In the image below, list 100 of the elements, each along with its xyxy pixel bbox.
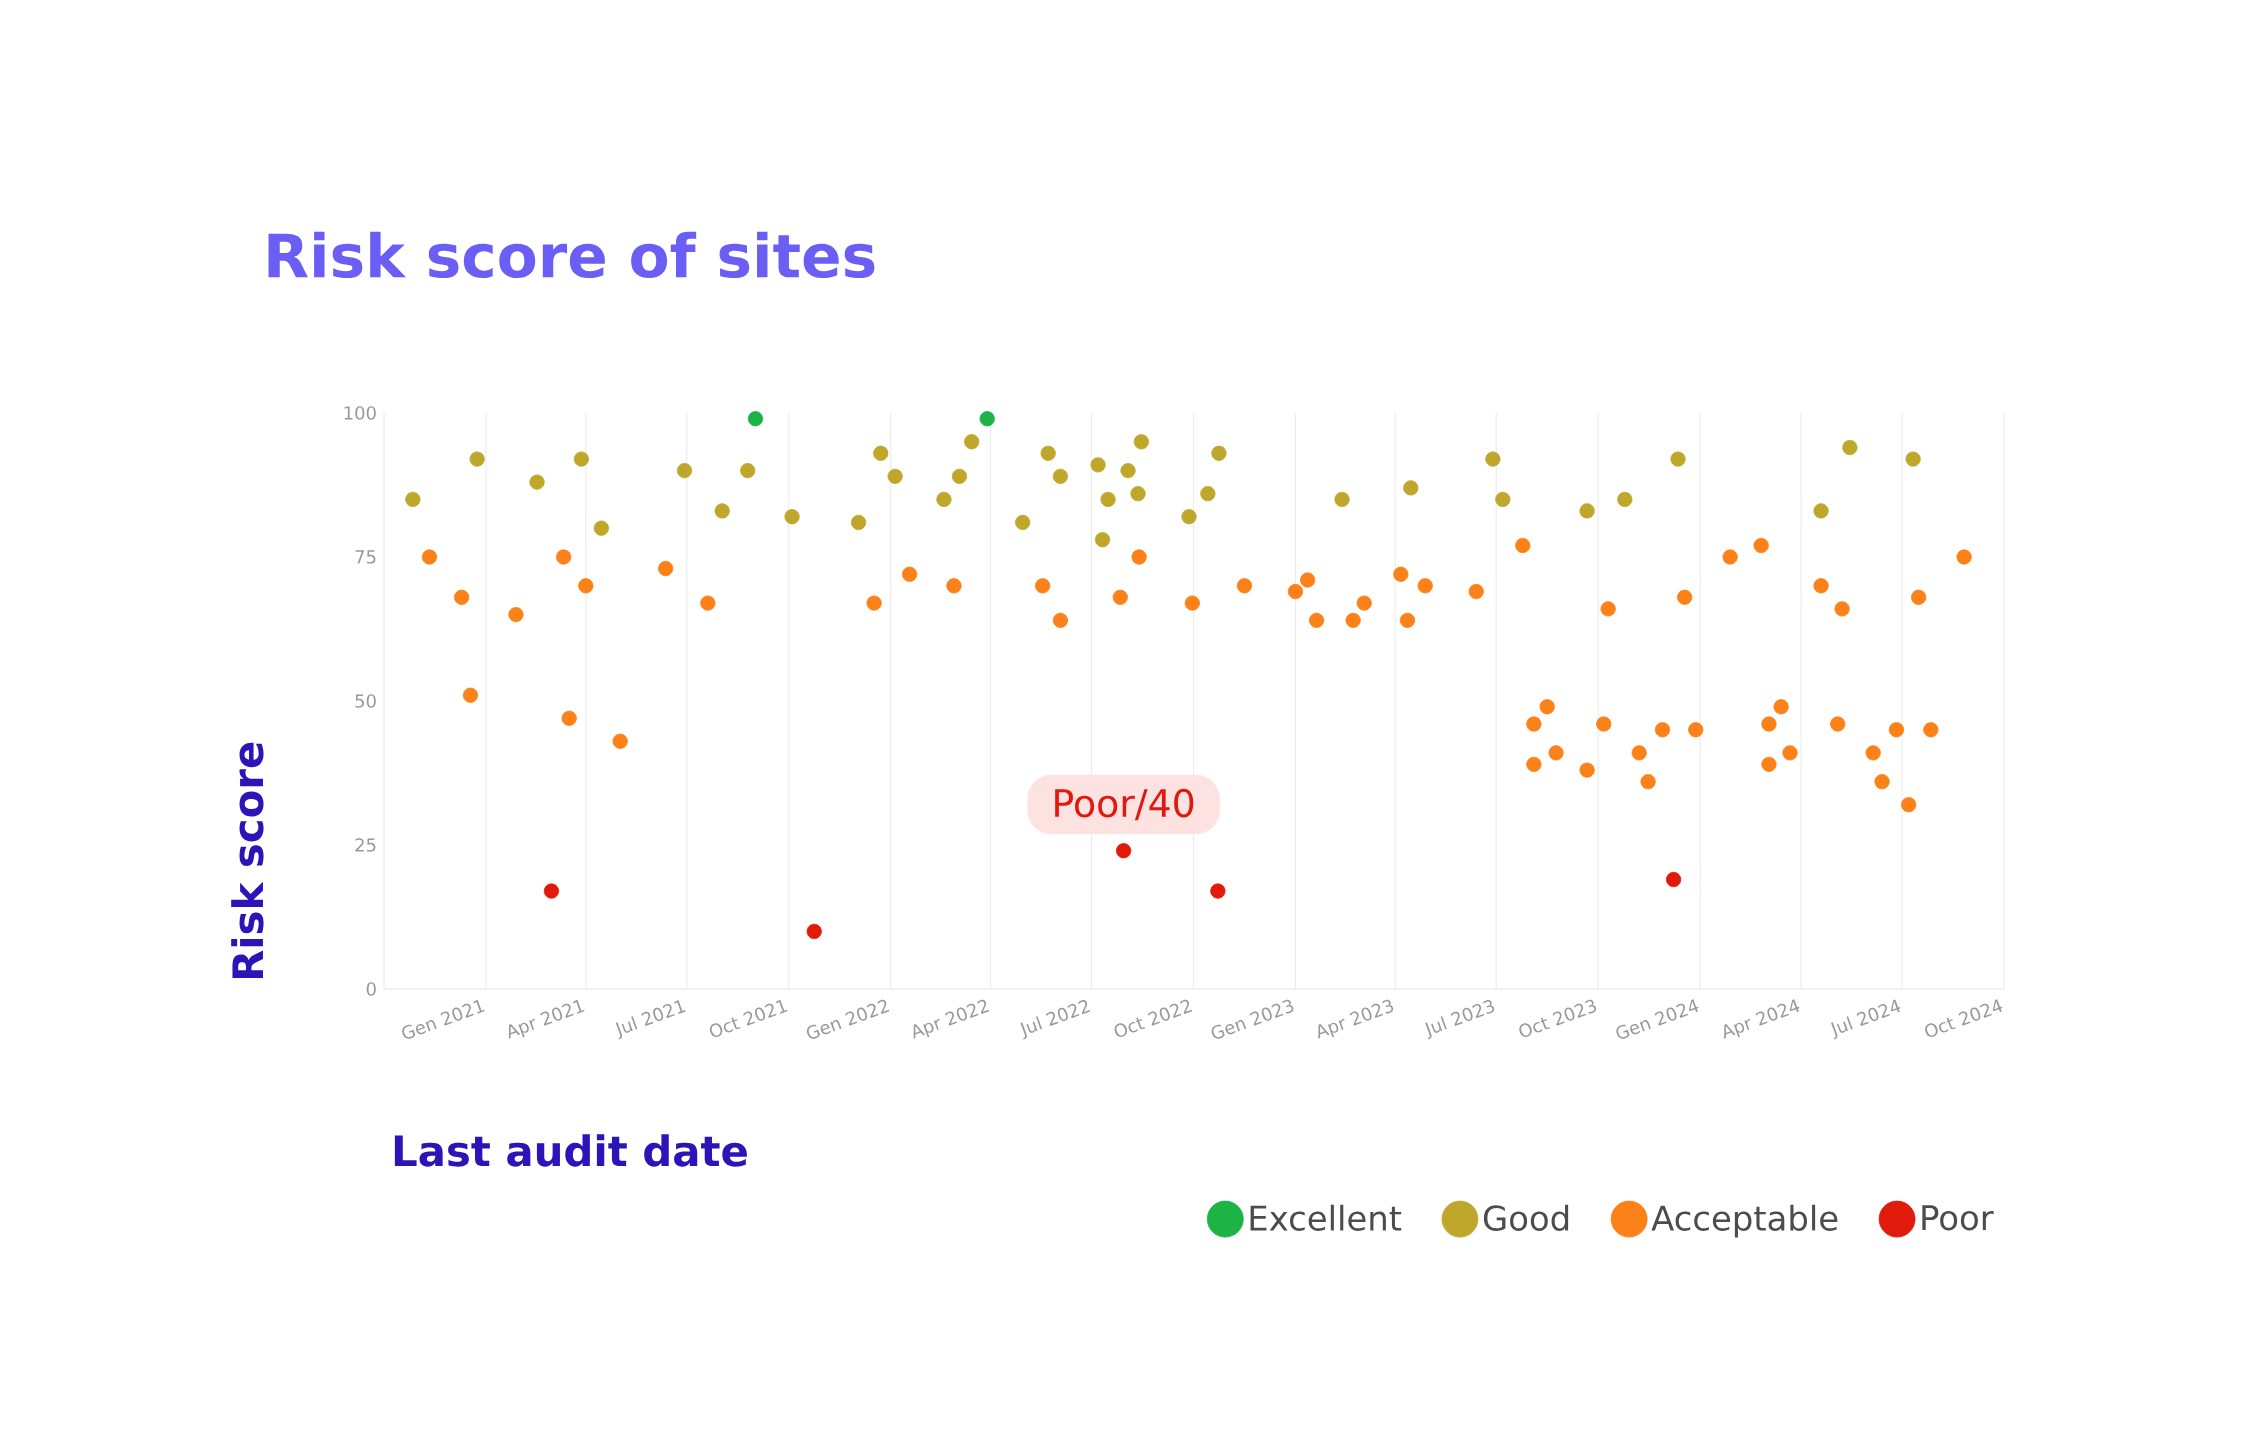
point (1600, 601, 1616, 617)
point (1526, 716, 1542, 732)
point (1116, 843, 1132, 859)
point (1300, 572, 1316, 588)
point (784, 509, 800, 525)
point (1236, 578, 1253, 594)
point (556, 549, 572, 565)
point (1052, 612, 1068, 628)
point (1485, 451, 1501, 467)
point (1308, 612, 1325, 628)
chart-title: Risk score of sites (268, 231, 875, 279)
point (1403, 480, 1419, 496)
point (1782, 745, 1798, 761)
point (887, 468, 903, 484)
point (1579, 762, 1595, 778)
point (866, 595, 882, 611)
legend-label: Acceptable (1651, 1204, 1838, 1238)
point (1090, 457, 1106, 473)
point (902, 566, 918, 582)
point (1579, 503, 1595, 519)
legend-label: Good (1483, 1204, 1569, 1231)
x-tick-label: Oct 2021 (709, 999, 788, 1037)
point (1617, 491, 1633, 507)
point (469, 451, 485, 467)
point (1905, 451, 1921, 467)
point (1813, 503, 1829, 519)
point (454, 589, 470, 605)
point (1901, 797, 1917, 813)
point (1842, 439, 1858, 456)
point (1287, 583, 1304, 600)
point (1133, 434, 1149, 450)
point (573, 451, 589, 467)
point (1130, 486, 1146, 502)
point (1112, 589, 1128, 605)
point (873, 445, 889, 461)
legend-label: Poor (1922, 1205, 1994, 1231)
point (543, 883, 560, 899)
point (946, 578, 962, 594)
point (1874, 774, 1890, 790)
point (1094, 532, 1111, 548)
point (936, 491, 952, 507)
point (806, 923, 822, 939)
point (700, 595, 716, 611)
point (1040, 445, 1056, 461)
y-tick-label: 100 (344, 406, 376, 420)
point (1654, 722, 1671, 738)
point (1526, 756, 1542, 772)
point (658, 560, 674, 577)
point (1393, 566, 1409, 582)
point (1761, 716, 1777, 732)
x-tick-label: Gen 2021 (402, 999, 485, 1039)
x-tick-label: Oct 2024 (1925, 999, 2003, 1037)
point (740, 462, 756, 479)
point (1923, 722, 1939, 738)
y-tick-label: 50 (355, 694, 376, 708)
point (1865, 745, 1881, 761)
x-tick-label: Oct 2023 (1519, 999, 1597, 1037)
x-tick-label: Jul 2023 (1425, 1000, 1495, 1040)
point (850, 514, 867, 531)
point (1834, 601, 1850, 617)
point (1753, 537, 1769, 554)
point (676, 462, 693, 479)
x-tick-label: Apr 2021 (508, 999, 585, 1039)
point (1181, 509, 1197, 525)
x-tick-label: Gen 2023 (1211, 999, 1294, 1039)
point (979, 411, 995, 427)
x-tick-label: Oct 2022 (1114, 999, 1193, 1037)
x-tick-label: Gen 2022 (806, 999, 890, 1039)
point (612, 733, 628, 749)
point (1015, 514, 1031, 531)
y-tick-label: 25 (355, 838, 376, 852)
point (1035, 578, 1051, 594)
point (1468, 583, 1484, 600)
y-axis-title: Risk score (231, 742, 264, 979)
point (1184, 595, 1200, 611)
x-tick-label: Jul 2021 (615, 1000, 686, 1040)
point (1539, 699, 1555, 715)
point (1515, 537, 1531, 554)
point (1131, 549, 1147, 565)
y-tick-label: 75 (355, 550, 376, 564)
point (1640, 774, 1656, 790)
point (405, 491, 421, 507)
point (747, 411, 764, 427)
point (1211, 445, 1227, 461)
point (1631, 745, 1647, 761)
point (1210, 883, 1226, 899)
point (1548, 745, 1564, 761)
point (1100, 491, 1116, 507)
point (1356, 595, 1372, 611)
x-tick-label: Apr 2024 (1724, 999, 1800, 1039)
point (1200, 486, 1216, 502)
point (1596, 716, 1612, 732)
point (578, 578, 594, 594)
x-tick-label: Jul 2022 (1020, 1000, 1091, 1040)
point (508, 606, 524, 623)
x-tick-label: Apr 2022 (913, 999, 990, 1039)
point (1334, 491, 1350, 507)
point (1665, 871, 1682, 888)
point (561, 710, 577, 726)
point (1688, 722, 1704, 738)
